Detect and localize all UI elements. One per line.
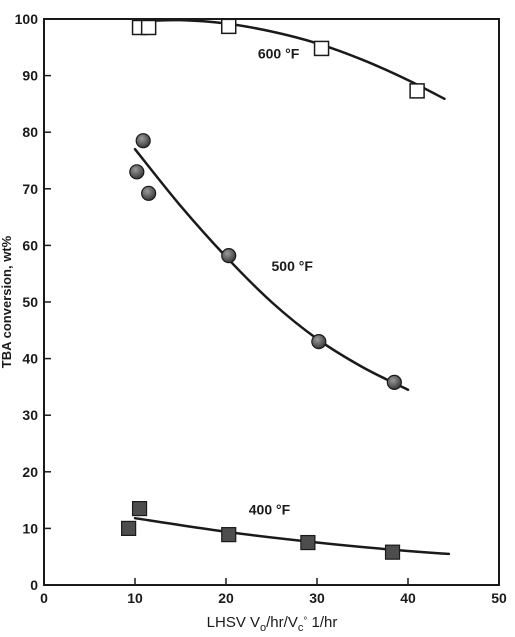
y-tick-label: 40	[22, 351, 38, 367]
data-point	[129, 164, 145, 180]
x-tick-label: 40	[400, 590, 416, 606]
y-axis-title: TBA conversion, wt%	[0, 235, 14, 368]
data-point	[220, 18, 237, 35]
x-tick-label: 20	[218, 590, 234, 606]
fit-curves	[133, 18, 451, 556]
data-point	[140, 19, 157, 36]
fit-curve	[133, 18, 446, 101]
data-point	[131, 500, 148, 517]
data-point	[141, 185, 157, 201]
y-tick-label: 80	[22, 124, 38, 140]
x-axis-title-prefix: LHSV V	[207, 614, 260, 631]
y-tick-label: 10	[22, 520, 38, 536]
ticks: 0 10 20 30 40 50 0 10 20 30 40 50 60 70 80 90 100	[15, 11, 507, 606]
y-tick-label: 20	[22, 464, 38, 480]
y-tick-label: 100	[15, 11, 39, 27]
y-tick-label: 60	[22, 237, 38, 253]
data-point	[300, 534, 316, 551]
x-tick-label: 10	[127, 590, 143, 606]
data-point	[121, 520, 137, 537]
series-labels: 600 °F 500 °F 400 °F	[249, 46, 314, 518]
x-tick-label: 50	[491, 590, 507, 606]
series-label: 600 °F	[258, 46, 300, 62]
data-point	[384, 544, 401, 560]
y-tick-label: 90	[22, 68, 38, 84]
x-axis-title-suffix: 1/hr	[307, 614, 337, 631]
data-point	[311, 334, 327, 350]
data-point	[313, 40, 330, 57]
data-point	[135, 133, 151, 149]
x-axis-title-sub1: o	[260, 622, 266, 634]
x-axis-title-sub2: c	[298, 622, 304, 634]
fit-curve	[133, 516, 451, 556]
fit-curve	[133, 147, 410, 391]
x-tick-label: 30	[309, 590, 325, 606]
y-tick-label: 70	[22, 181, 38, 197]
data-point	[386, 374, 402, 390]
y-tick-label: 0	[30, 577, 38, 593]
data-point	[221, 247, 237, 264]
data-point	[221, 527, 237, 543]
x-axis-title-sup2: °	[303, 616, 307, 627]
x-axis-title: LHSV Vo/hr/Vc° 1/hr	[207, 614, 338, 634]
series-label: 400 °F	[249, 501, 291, 517]
data-markers	[121, 18, 425, 560]
y-tick-label: 50	[22, 294, 38, 310]
data-point	[409, 83, 425, 99]
y-tick-label: 30	[22, 407, 38, 423]
x-axis-title-mid: /hr/V	[266, 614, 298, 631]
series-label: 500 °F	[272, 258, 314, 274]
x-tick-label: 0	[40, 590, 48, 606]
